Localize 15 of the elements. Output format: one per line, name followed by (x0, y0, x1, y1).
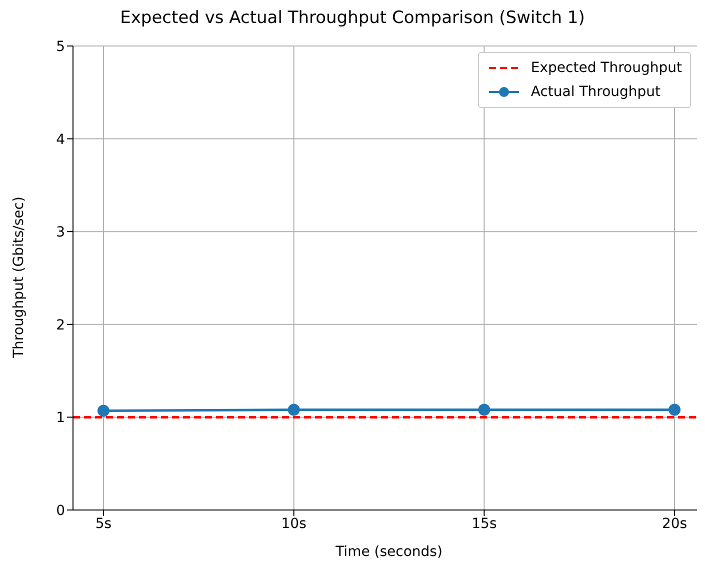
x-tick-label: 15s (472, 516, 497, 532)
y-tick-label: 4 (56, 132, 66, 148)
x-axis-title: Time (seconds) (334, 544, 442, 560)
y-tick-label: 0 (56, 502, 65, 519)
y-tick-label: 1 (56, 410, 65, 426)
x-tick-label: 10s (281, 516, 306, 532)
x-tick-label: 20s (662, 516, 688, 532)
y-axis-title: Throughput (Gbits/sec) (10, 196, 27, 359)
legend-label: Expected Throughput (530, 60, 682, 76)
chart-title: Expected vs Actual Throughput Comparison (Switch 1) (119, 8, 586, 30)
legend-label: Actual Throughput (530, 84, 661, 100)
y-tick-label: 5 (56, 38, 65, 55)
y-tick-label: 2 (56, 317, 65, 334)
y-tick-label: 3 (56, 224, 65, 241)
x-tick-label: 5s (95, 516, 112, 532)
